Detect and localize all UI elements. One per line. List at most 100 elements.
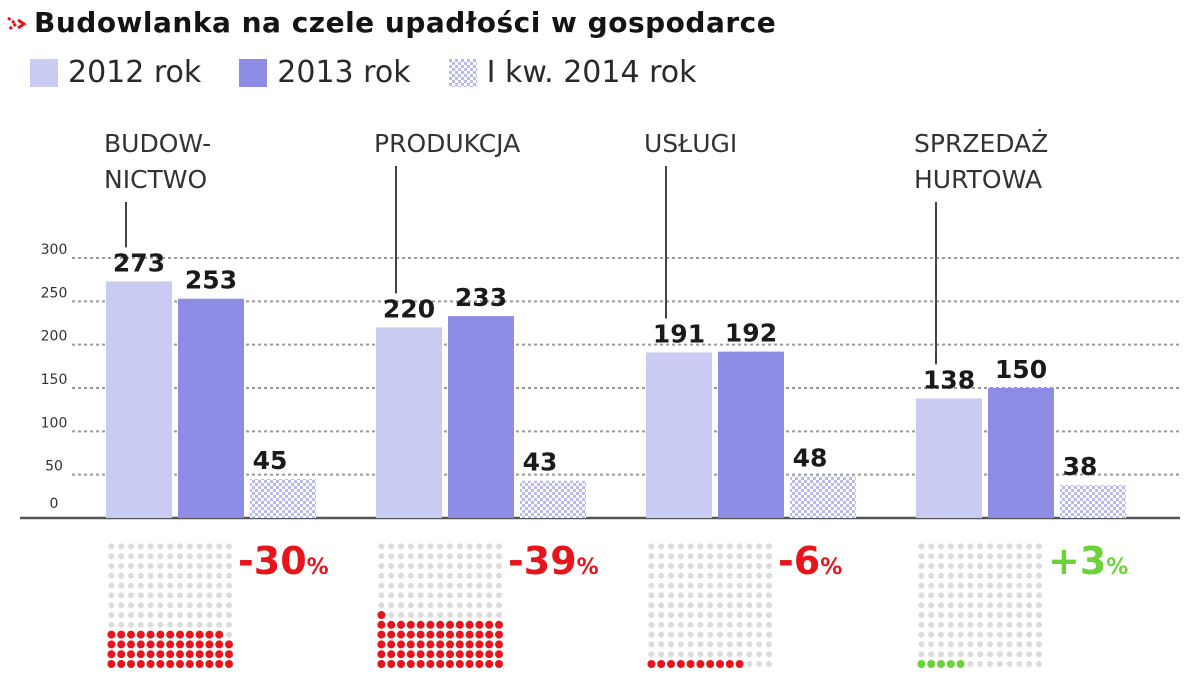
dot-3-64 — [1036, 621, 1042, 628]
dot-2-40 — [658, 631, 665, 638]
dot-0-143 — [108, 553, 115, 560]
dot-3-157 — [928, 543, 935, 550]
dot-2-32 — [707, 641, 714, 648]
dot-3-72 — [987, 612, 993, 618]
dot-3-56 — [957, 621, 964, 628]
dot-2-47 — [726, 631, 733, 638]
dot-3-161 — [967, 543, 974, 550]
dot-1-16 — [406, 650, 415, 659]
dot-3-23 — [1016, 651, 1023, 658]
dot-2-57 — [697, 621, 704, 628]
dot-1-66 — [388, 612, 395, 618]
dot-1-60 — [455, 620, 464, 629]
change-unit-2: % — [820, 555, 842, 580]
dot-1-95 — [417, 592, 424, 599]
dot-1-126 — [466, 572, 473, 579]
dot-3-17 — [957, 651, 964, 658]
dot-2-67 — [668, 612, 674, 618]
dot-2-65 — [648, 612, 655, 618]
dot-3-96 — [967, 592, 974, 599]
dot-2-141 — [756, 563, 763, 569]
dot-1-48 — [465, 630, 474, 639]
dot-3-103 — [1036, 592, 1042, 599]
dot-1-105 — [388, 582, 395, 589]
dot-3-159 — [947, 543, 954, 550]
dot-2-5 — [696, 660, 705, 668]
y-tick-label-0: 0 — [50, 496, 59, 512]
dot-1-63 — [485, 620, 494, 629]
dot-0-102 — [216, 592, 223, 599]
dot-1-108 — [417, 582, 424, 589]
dot-3-160 — [957, 543, 964, 550]
dot-0-5 — [156, 660, 165, 668]
dot-0-26 — [107, 640, 116, 649]
dot-1-124 — [447, 572, 453, 579]
dot-2-112 — [726, 582, 733, 589]
dot-0-87 — [196, 602, 203, 609]
dot-1-127 — [476, 572, 483, 579]
dot-2-152 — [736, 553, 743, 560]
dot-0-13 — [107, 650, 116, 659]
legend-item-2012: 2012 rok — [30, 55, 201, 90]
dot-0-33 — [176, 640, 184, 649]
dot-1-152 — [466, 553, 473, 560]
category-label-3-line-0: SPRZEDAŻ — [914, 129, 1048, 158]
value-label-s2-c2: 48 — [793, 443, 828, 472]
dot-1-115 — [486, 582, 493, 589]
dot-0-150 — [177, 553, 183, 560]
dot-1-79 — [388, 602, 395, 609]
dot-1-140 — [476, 563, 483, 569]
dot-2-163 — [717, 543, 723, 550]
dot-0-135 — [157, 563, 164, 569]
dot-2-88 — [746, 602, 753, 609]
change-dot-grids — [107, 543, 1042, 668]
dot-2-150 — [717, 553, 723, 560]
category-2: USŁUGI — [644, 129, 737, 319]
dot-1-82 — [417, 602, 424, 609]
dot-3-48 — [1006, 631, 1013, 638]
dot-3-39 — [918, 631, 925, 638]
dot-2-104 — [648, 582, 655, 589]
dot-1-118 — [388, 572, 395, 579]
dot-3-58 — [977, 621, 984, 628]
dot-1-2 — [397, 660, 405, 668]
bar-s2-c1 — [520, 480, 586, 518]
dot-1-15 — [397, 650, 405, 659]
dot-0-131 — [118, 563, 125, 569]
dot-1-151 — [456, 553, 463, 560]
dot-0-101 — [206, 592, 213, 599]
dot-3-60 — [996, 621, 1003, 628]
dot-0-11 — [215, 660, 224, 668]
dot-3-35 — [1006, 641, 1013, 648]
dot-2-113 — [736, 582, 743, 589]
dot-1-36 — [475, 640, 484, 649]
dot-1-159 — [407, 543, 414, 550]
change-labels: -30% -39% -6% +3% — [238, 539, 1128, 583]
dot-2-125 — [726, 572, 733, 579]
dot-0-122 — [157, 572, 164, 579]
dot-3-21 — [996, 651, 1003, 658]
dot-3-136 — [977, 563, 984, 569]
dot-3-57 — [967, 621, 974, 628]
dot-1-76 — [486, 612, 493, 618]
change-value-3: +3 — [1048, 539, 1106, 583]
dot-3-6 — [977, 661, 984, 667]
dot-2-2 — [667, 660, 675, 668]
y-tick-label-250: 250 — [41, 285, 68, 301]
dot-1-56 — [416, 620, 425, 629]
dot-2-53 — [658, 621, 665, 628]
dot-0-61 — [196, 621, 203, 628]
dot-2-167 — [756, 543, 763, 550]
dot-2-87 — [736, 602, 743, 609]
dot-1-27 — [387, 640, 396, 649]
dot-0-148 — [157, 553, 164, 560]
dot-0-120 — [137, 572, 144, 579]
dot-2-58 — [707, 621, 714, 628]
dot-2-138 — [726, 563, 733, 569]
dot-2-0 — [647, 660, 656, 668]
dot-1-141 — [486, 563, 493, 569]
dot-0-22 — [195, 650, 204, 659]
dot-0-94 — [137, 592, 144, 599]
dot-3-143 — [918, 553, 925, 560]
dot-3-123 — [977, 572, 984, 579]
